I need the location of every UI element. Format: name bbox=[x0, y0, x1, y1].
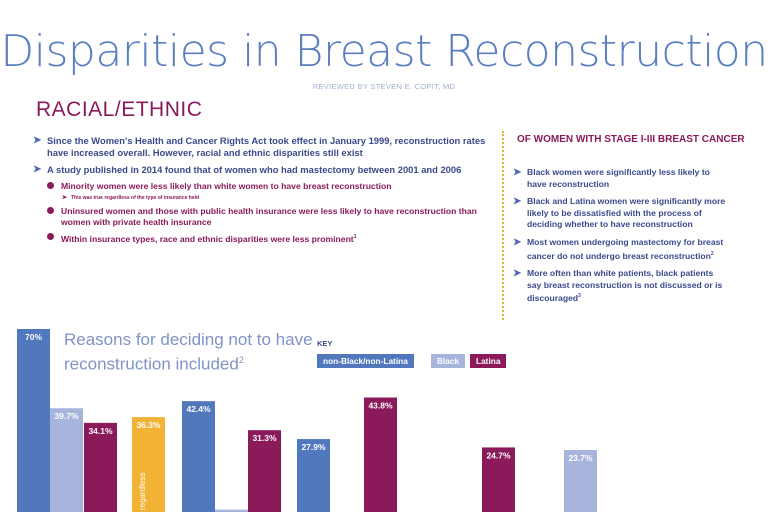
bar bbox=[17, 329, 50, 512]
bar-value-label: 23.7% bbox=[568, 453, 593, 463]
sub-bullet-uninsured: Uninsured women and those with public he… bbox=[33, 206, 493, 228]
sub-bullet-text: Uninsured women and those with public he… bbox=[61, 206, 477, 227]
bullet-text: Since the Women's Health and Cancer Righ… bbox=[47, 135, 486, 158]
sub-bullet-text: Within insurance types, race and ethnic … bbox=[61, 233, 354, 244]
study-bullets: ➤ Since the Women's Health and Cancer Ri… bbox=[33, 135, 493, 249]
bar-value-label: 70% bbox=[25, 332, 42, 342]
right-item: ➤ Black women were significantly less li… bbox=[513, 167, 728, 190]
bullet-dot-icon bbox=[47, 233, 54, 240]
legend-item-black: Black bbox=[431, 354, 466, 368]
bar-value-label: 27.9% bbox=[301, 442, 326, 452]
right-item-text: Black and Latina women were significantl… bbox=[527, 196, 726, 230]
arrow-icon: ➤ bbox=[513, 268, 522, 280]
bar bbox=[482, 447, 515, 512]
bar bbox=[50, 408, 83, 512]
bullet-text: A study published in 2014 found that of … bbox=[47, 164, 462, 175]
bar-value-label: 24.7% bbox=[486, 450, 511, 460]
arrow-icon: ➤ bbox=[513, 236, 522, 248]
bar bbox=[182, 401, 215, 512]
arrow-icon: ➤ bbox=[513, 196, 522, 208]
legend-item-latina: Latina bbox=[470, 354, 507, 368]
bar bbox=[215, 509, 248, 512]
chart-title-text: Reasons for deciding not to have reconst… bbox=[64, 330, 313, 374]
footnote-ref: 2 bbox=[238, 355, 244, 365]
footnote-ref: 2 bbox=[710, 250, 714, 257]
bar bbox=[364, 397, 397, 512]
dotted-divider bbox=[502, 131, 504, 320]
sub-bullet-minority: Minority women were less likely than whi… bbox=[33, 181, 493, 192]
section-title: RACIAL/ETHNIC bbox=[36, 98, 203, 121]
footnote-ref: 1 bbox=[353, 234, 357, 240]
legend-label: KEY bbox=[317, 339, 333, 348]
right-item-text: More often than white patients, black pa… bbox=[527, 268, 723, 304]
arrow-icon: ➤ bbox=[33, 135, 42, 146]
bar bbox=[564, 450, 597, 512]
sub-bullet-text: Minority women were less likely than whi… bbox=[61, 181, 392, 191]
bullet-dot-icon bbox=[47, 207, 54, 214]
right-item-text: Black women were significantly less like… bbox=[527, 167, 710, 189]
bar-rotated-caption: regardless bbox=[138, 473, 147, 510]
page-title: Disparities in Breast Reconstruction bbox=[0, 26, 768, 77]
bar-value-label: 42.4% bbox=[186, 404, 211, 414]
arrow-icon: ➤ bbox=[62, 195, 68, 201]
bar bbox=[248, 430, 281, 512]
sub-sub-bullet-insurance: ➤ This was true regardless of the type o… bbox=[33, 194, 493, 202]
bullet-dot-icon bbox=[47, 182, 54, 189]
chart-title: Reasons for deciding not to have reconst… bbox=[64, 329, 314, 375]
right-panel-list: ➤ Black women were significantly less li… bbox=[513, 167, 728, 311]
reviewer-credit: REVIEWED BY STEVEN E. COPIT, MD bbox=[312, 82, 456, 91]
bar bbox=[297, 439, 330, 512]
bar-value-label: 34.1% bbox=[88, 426, 113, 436]
bar bbox=[84, 422, 117, 512]
right-item-text: Most women undergoing mastectomy for bre… bbox=[527, 236, 724, 261]
bar bbox=[132, 417, 165, 512]
bar-value-label: 39.7% bbox=[54, 411, 79, 421]
right-item: ➤ More often than white patients, black … bbox=[513, 268, 728, 305]
bar-value-label: 31.3% bbox=[252, 433, 277, 443]
right-item: ➤ Black and Latina women were significan… bbox=[513, 196, 728, 231]
sub-bullet-insurance-types: Within insurance types, race and ethnic … bbox=[33, 232, 493, 245]
right-panel-heading: OF WOMEN WITH STAGE I-III BREAST CANCER bbox=[517, 134, 745, 145]
bullet-whcra: ➤ Since the Women's Health and Cancer Ri… bbox=[33, 135, 493, 159]
arrow-icon: ➤ bbox=[513, 167, 522, 178]
bar-value-label: 36.3% bbox=[136, 420, 161, 430]
arrow-icon: ➤ bbox=[33, 164, 42, 175]
legend-item-non-black-non-latina: non-Black/non-Latina bbox=[317, 354, 414, 368]
footnote-ref: 3 bbox=[578, 293, 581, 300]
note-text: This was true regardless of the type of … bbox=[71, 195, 200, 201]
right-item: ➤ Most women undergoing mastectomy for b… bbox=[513, 237, 728, 262]
bullet-study-2014: ➤ A study published in 2014 found that o… bbox=[33, 164, 493, 176]
bar-value-label: 43.8% bbox=[368, 400, 393, 410]
